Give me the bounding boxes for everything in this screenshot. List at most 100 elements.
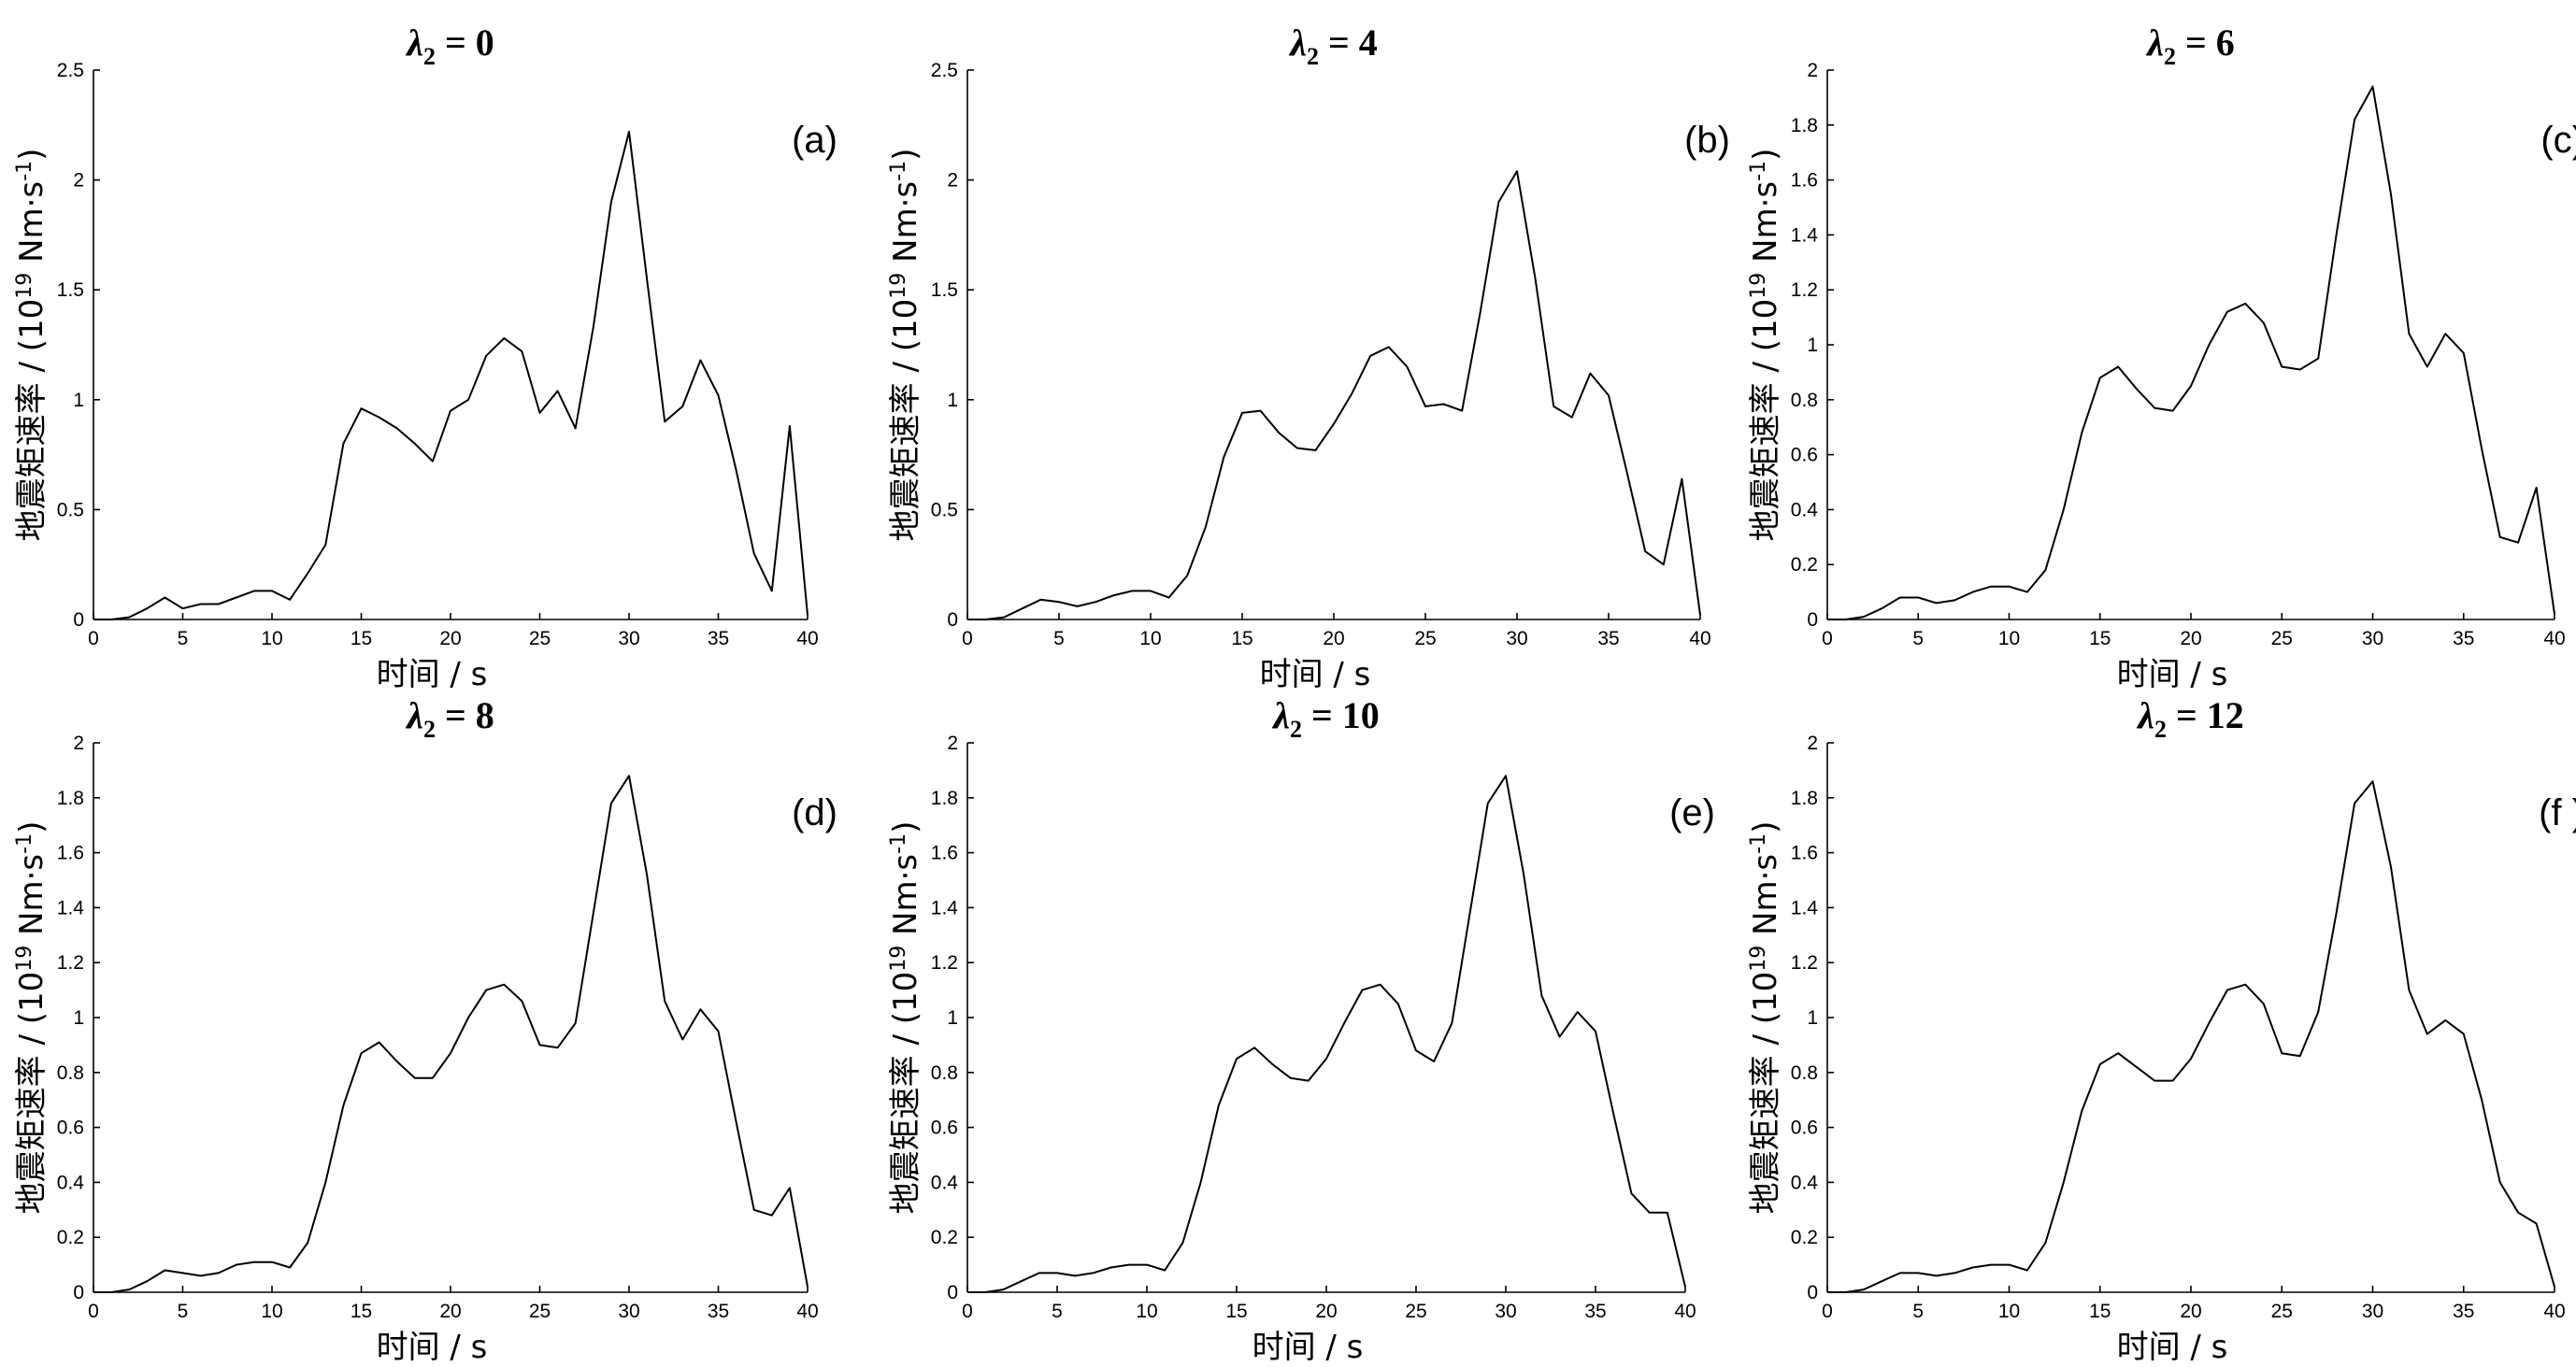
y-tick-label: 0.6 — [1791, 445, 1818, 466]
y-tick-label: 0.4 — [1791, 499, 1819, 520]
x-tick-label: 5 — [1052, 1301, 1063, 1322]
x-tick-label: 15 — [1231, 628, 1252, 649]
x-tick-label: 10 — [1139, 628, 1161, 649]
x-tick-label: 35 — [2453, 628, 2474, 649]
panel-label: (c) — [2540, 120, 2576, 161]
moment-rate-line — [93, 775, 809, 1293]
x-tick-label: 20 — [1315, 1301, 1337, 1322]
panel-label: (b) — [1684, 120, 1730, 161]
x-tick-label: 35 — [708, 628, 729, 649]
y-tick-label: 1.2 — [57, 952, 84, 974]
y-tick-label: 0 — [73, 609, 84, 631]
y-tick-label: 2 — [73, 733, 84, 754]
y-axis-label: 地震矩速率 / (1019 Nm·s-1) — [13, 149, 50, 542]
y-tick-label: 1.6 — [931, 843, 958, 864]
y-tick-label: 1 — [1807, 335, 1818, 356]
y-tick-label: 1.5 — [57, 279, 84, 301]
y-tick-label: 1.8 — [1791, 788, 1818, 809]
x-tick-label: 5 — [1912, 1301, 1924, 1322]
moment-rate-line — [1827, 780, 2555, 1293]
chart-panel-2: 0 5 10 15 20 25 30 35 40 0 0.5 1 1.5 2 2.5 λ2 = 4 (b) 时间 … — [887, 21, 1730, 693]
y-tick-label: 1 — [947, 1007, 958, 1029]
x-tick-label: 40 — [2543, 1301, 2565, 1322]
y-axis-label: 地震矩速率 / (1019 Nm·s-1) — [887, 149, 924, 542]
x-tick-label: 25 — [2271, 1301, 2293, 1322]
x-tick-label: 5 — [178, 1301, 189, 1322]
y-tick-label: 2 — [73, 170, 84, 192]
y-tick-label: 1.6 — [57, 843, 84, 864]
moment-rate-line — [93, 130, 809, 620]
y-tick-label: 1.2 — [931, 952, 958, 974]
y-tick-label: 0.2 — [931, 1227, 958, 1248]
chart-title: λ2 = 10 — [1271, 694, 1380, 743]
x-tick-label: 35 — [708, 1301, 729, 1322]
x-tick-label: 0 — [88, 1301, 99, 1322]
x-tick-label: 0 — [962, 1301, 973, 1322]
x-tick-label: 25 — [529, 628, 551, 649]
y-tick-label: 1.4 — [931, 897, 959, 918]
y-tick-label: 0 — [947, 609, 958, 631]
chart-title: λ2 = 4 — [1288, 21, 1378, 70]
x-tick-label: 20 — [439, 628, 461, 649]
x-tick-label: 20 — [1323, 628, 1344, 649]
panel-label: (f ) — [2539, 792, 2576, 833]
moment-rate-line — [967, 775, 1686, 1293]
y-tick-label: 0.2 — [1791, 554, 1818, 576]
y-tick-label: 0 — [73, 1282, 84, 1303]
y-tick-label: 1 — [73, 390, 84, 411]
y-tick-label: 0.6 — [57, 1118, 84, 1139]
x-tick-label: 5 — [1912, 628, 1924, 649]
x-tick-label: 15 — [2089, 1301, 2111, 1322]
x-tick-label: 30 — [618, 628, 639, 649]
x-tick-label: 40 — [1674, 1301, 1696, 1322]
y-tick-label: 0.8 — [57, 1062, 84, 1084]
x-tick-label: 30 — [1495, 1301, 1516, 1322]
x-tick-label: 15 — [1225, 1301, 1247, 1322]
x-tick-label: 25 — [1414, 628, 1436, 649]
y-tick-label: 1.4 — [1791, 897, 1819, 918]
y-tick-label: 2 — [947, 170, 958, 192]
chart-title: λ2 = 12 — [2136, 694, 2244, 743]
x-axis-label: 时间 / s — [2117, 1329, 2228, 1366]
x-tick-label: 10 — [261, 628, 282, 649]
x-tick-label: 35 — [1584, 1301, 1606, 1322]
x-axis-label: 时间 / s — [377, 656, 488, 693]
x-tick-label: 0 — [88, 628, 99, 649]
x-tick-label: 30 — [1506, 628, 1527, 649]
chart-panel-6: 0 5 10 15 20 25 30 35 40 0 0.2 0.4 0.6 0.8 1 1.2 1.4 1.6 1… — [1747, 694, 2576, 1366]
x-tick-label: 35 — [2453, 1301, 2474, 1322]
x-axis-label: 时间 / s — [1260, 656, 1371, 693]
x-tick-label: 0 — [962, 628, 973, 649]
x-tick-label: 5 — [178, 628, 189, 649]
y-tick-label: 1.8 — [931, 788, 958, 809]
y-tick-label: 1.8 — [57, 788, 84, 809]
chart-panel-4: 0 5 10 15 20 25 30 35 40 0 0.2 0.4 0.6 0.8 1 1.2 1.4 1.6 1… — [13, 694, 837, 1366]
y-axis-label: 地震矩速率 / (1019 Nm·s-1) — [1747, 821, 1784, 1215]
x-tick-label: 20 — [2180, 628, 2201, 649]
x-tick-label: 10 — [261, 1301, 282, 1322]
panel-label: (a) — [792, 120, 837, 161]
x-axis-label: 时间 / s — [377, 1329, 488, 1366]
chart-title: λ2 = 6 — [2145, 21, 2235, 70]
y-tick-label: 0.6 — [1791, 1118, 1818, 1139]
panel-label: (d) — [792, 792, 837, 833]
y-tick-label: 1.6 — [1791, 843, 1818, 864]
y-tick-label: 1.5 — [931, 279, 958, 301]
x-tick-label: 10 — [1998, 628, 2020, 649]
y-tick-label: 1 — [1807, 1007, 1818, 1029]
y-tick-label: 0.4 — [931, 1172, 959, 1193]
x-tick-label: 10 — [1998, 1301, 2020, 1322]
y-tick-label: 2 — [947, 733, 958, 754]
y-tick-label: 0.8 — [1791, 1062, 1818, 1084]
x-tick-label: 30 — [2362, 1301, 2383, 1322]
x-tick-label: 40 — [1689, 628, 1710, 649]
y-tick-label: 1.2 — [1791, 279, 1818, 301]
x-tick-label: 10 — [1136, 1301, 1157, 1322]
y-tick-label: 2.5 — [931, 60, 958, 81]
y-tick-label: 0 — [947, 1282, 958, 1303]
x-tick-label: 30 — [618, 1301, 639, 1322]
y-tick-label: 0.2 — [57, 1227, 84, 1248]
x-axis-label: 时间 / s — [1252, 1329, 1364, 1366]
y-tick-label: 1.2 — [1791, 952, 1818, 974]
chart-panel-5: 0 5 10 15 20 25 30 35 40 0 0.2 0.4 0.6 0.8 1 1.2 1.4 1.6 1… — [887, 694, 1715, 1366]
